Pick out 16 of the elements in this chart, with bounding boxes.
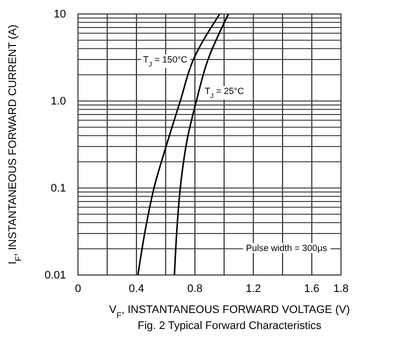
x-tick-label: 1.2 bbox=[246, 282, 261, 295]
annotation: T$_{J}$ = 150°C bbox=[143, 54, 188, 68]
x-tick-label: 0.4 bbox=[128, 282, 144, 295]
y-tick-label: 0.1 bbox=[50, 182, 66, 195]
y-tick-label: 10 bbox=[54, 8, 66, 21]
y-tick-label: 1.0 bbox=[50, 96, 66, 108]
x-axis-title: V$_{F}$, INSTANTANEOUS FORWARD VOLTAGE (V) bbox=[109, 304, 350, 320]
line-series bbox=[137, 13, 220, 276]
text: Fig. 2 Typical Forward Characteristics bbox=[138, 320, 322, 332]
x-tick-label: 1.6 bbox=[304, 282, 320, 295]
y-tick-label: 0.01 bbox=[44, 270, 66, 282]
x-tick-label: 0 bbox=[74, 282, 82, 295]
annotation: Pulse width = 300μs bbox=[246, 243, 328, 253]
x-tick-label: 1.8 bbox=[333, 282, 349, 295]
x-tick-label: 0.8 bbox=[187, 282, 203, 295]
annotation: T$_{J}$ = 25°C bbox=[204, 86, 244, 100]
